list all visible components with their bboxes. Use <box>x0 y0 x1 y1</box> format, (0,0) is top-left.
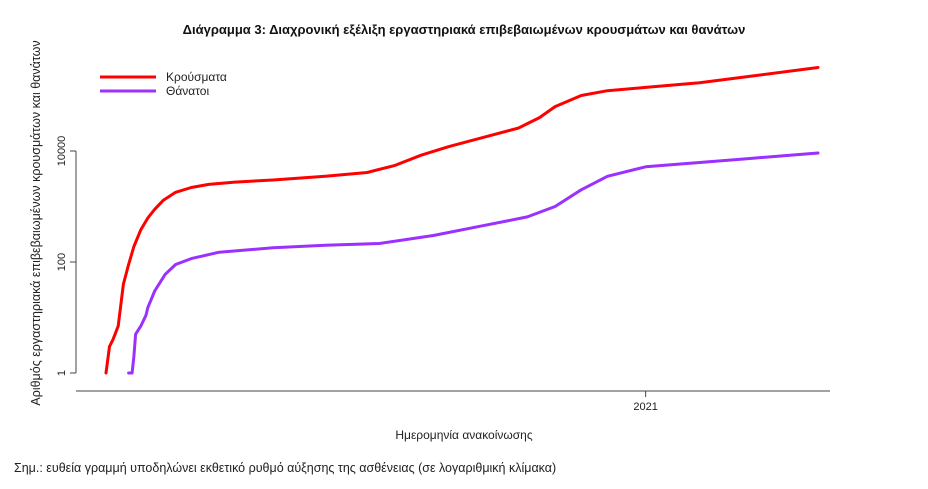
y-tick-label: 1 <box>56 370 68 376</box>
footnote: Σημ.: ευθεία γραμμή υποδηλώνει εκθετικό … <box>14 461 557 475</box>
y-tick-label: 100 <box>56 253 68 271</box>
series-group <box>104 66 820 375</box>
series-line-2 <box>127 151 820 375</box>
legend-label-2: Θάνατοι <box>166 84 209 98</box>
axes: 1 100 10000 2021 <box>56 136 830 413</box>
x-tick-label: 2021 <box>633 401 657 413</box>
series-line-1 <box>104 66 820 375</box>
x-axis-label: Ημερομηνία ανακοίνωσης <box>395 428 533 442</box>
chart-title: Διάγραμμα 3: Διαχρονική εξέλιξη εργαστηρ… <box>182 22 746 37</box>
legend-label-1: Κρούσματα <box>166 70 227 84</box>
y-tick-label: 10000 <box>56 136 68 167</box>
